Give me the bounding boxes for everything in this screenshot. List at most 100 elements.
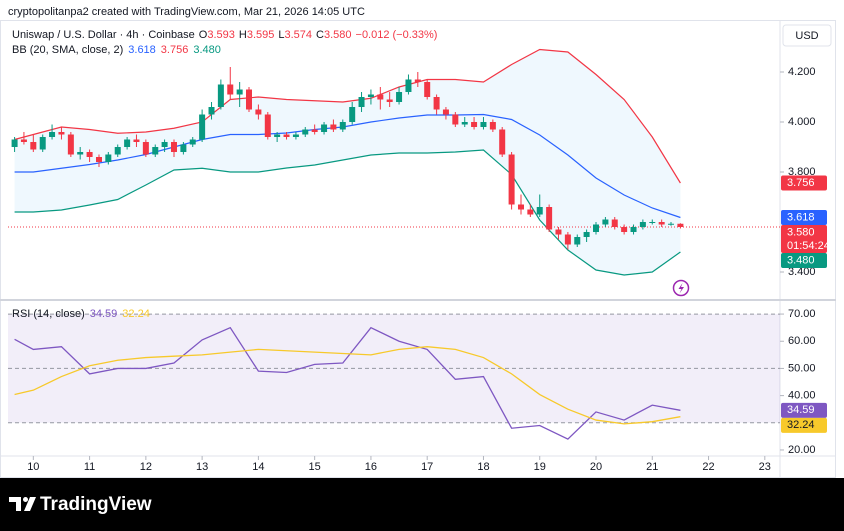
candle-body: [180, 144, 187, 152]
candle-body: [405, 79, 412, 92]
ohlc-value: 3.595: [247, 29, 275, 41]
candle-body: [124, 139, 131, 147]
candle-body: [11, 139, 18, 147]
candle-body: [133, 139, 140, 142]
legend: Uniswap / U.S. Dollar · 4h · Coinbase O 3.…: [12, 29, 437, 41]
x-tick-label: 22: [702, 461, 714, 473]
candle-body: [574, 237, 581, 245]
candle-body: [639, 222, 646, 227]
ohlc-label: C: [316, 29, 324, 41]
candle-body: [396, 92, 403, 102]
ohlc-value: 3.574: [285, 29, 313, 41]
candle-body: [433, 97, 440, 110]
candle-body: [555, 229, 562, 235]
candle-body: [142, 142, 149, 155]
price-tag: 34.59: [781, 402, 827, 418]
price-tag: 32.24: [781, 417, 827, 433]
y-tick-label: 60.00: [788, 335, 816, 347]
candle-body: [321, 124, 328, 132]
price-tag: 3.480: [781, 253, 827, 268]
rsi-pane: [8, 313, 780, 440]
x-tick-label: 16: [365, 461, 377, 473]
y-tick-label: 4.000: [788, 116, 816, 128]
price-tag-label: 34.59: [787, 404, 815, 416]
price-tag-box: [781, 402, 827, 418]
chart-frame: [0, 20, 836, 478]
candle-body: [77, 152, 84, 155]
rsi-legend-value: 32.24: [122, 308, 150, 320]
candle-body: [583, 232, 590, 237]
bb-legend-value: 3.756: [161, 44, 189, 56]
currency-button[interactable]: [782, 24, 832, 47]
currency-label: USD: [795, 30, 818, 42]
y-tick-label: 70.00: [788, 308, 816, 320]
candle-body: [245, 89, 252, 110]
candle-body: [161, 142, 168, 147]
plot-layer: 4.200 4.000 3.800 3.400 70.00 60.00 50.00 40.00…: [8, 29, 830, 473]
candle-body: [302, 129, 309, 135]
footer: [0, 478, 844, 531]
logo-mark-3: [24, 497, 36, 511]
brand-name: TradingView: [40, 494, 152, 515]
price-tag-label: 3.618: [787, 211, 815, 223]
candle-body: [274, 134, 281, 137]
y-tick-label: 50.00: [788, 362, 816, 374]
x-tick-label: 20: [590, 461, 602, 473]
x-tick-label: 17: [421, 461, 433, 473]
candle-body: [517, 204, 524, 210]
x-tick-label: 14: [252, 461, 264, 473]
candle-body: [442, 109, 449, 115]
alert-ring: [672, 279, 690, 297]
alert-icon[interactable]: [672, 279, 690, 297]
candle-body: [283, 134, 290, 137]
candle-body: [58, 132, 65, 135]
candle-body: [480, 122, 487, 127]
candle-body: [593, 224, 600, 232]
candle-body: [349, 107, 356, 122]
candle-body: [330, 124, 337, 130]
candle-body: [424, 82, 431, 97]
candle-body: [105, 154, 112, 162]
price-tag-label: 32.24: [787, 419, 815, 431]
x-tick-label: 15: [309, 461, 321, 473]
price-tag: 3.756: [781, 175, 827, 191]
candle-body: [95, 157, 102, 162]
candle-body: [227, 84, 234, 95]
candle-body: [527, 209, 534, 215]
candle-body: [264, 114, 271, 137]
candle-body: [499, 129, 506, 155]
price-tag-box: [781, 253, 827, 268]
x-tick-label: 23: [759, 461, 771, 473]
ohlc-label: O: [199, 29, 208, 41]
candle-body: [377, 94, 384, 100]
rsi-legend-title: RSI (14, close): [12, 308, 85, 320]
logo-mark-1: [9, 497, 21, 511]
countdown: 01:54:24: [787, 240, 830, 252]
candle-body: [255, 109, 262, 115]
candle-body: [386, 99, 393, 102]
header-text: cryptopolitanpa2 created with TradingVie…: [8, 6, 365, 18]
rsi-line: [14, 326, 681, 440]
legend-title: Uniswap / U.S. Dollar · 4h · Coinbase: [12, 29, 195, 41]
x-tick-label: 11: [84, 461, 95, 473]
candle-body: [536, 207, 543, 215]
price-tag-label: 3.480: [787, 254, 815, 266]
x-tick-label: 13: [196, 461, 208, 473]
ohlc-label: H: [239, 29, 247, 41]
y-tick-label: 3.800: [788, 166, 816, 178]
legend: BB (20, SMA, close, 2) 3.618 3.756 3.480: [12, 44, 221, 56]
candle-body: [471, 122, 478, 127]
candle-body: [20, 139, 27, 142]
candle-body: [461, 122, 468, 125]
y-tick-label: 20.00: [788, 444, 816, 456]
x-tick-label: 19: [534, 461, 546, 473]
ohlc-label: L: [278, 29, 284, 41]
price-tag-box: [781, 175, 827, 191]
price-tag: 3.618: [781, 210, 827, 225]
candle-body: [367, 94, 374, 97]
price-tag-box: [781, 417, 827, 433]
price-tag-label: 3.580: [787, 226, 815, 238]
candle-body: [358, 97, 365, 107]
candle-body: [86, 152, 93, 157]
